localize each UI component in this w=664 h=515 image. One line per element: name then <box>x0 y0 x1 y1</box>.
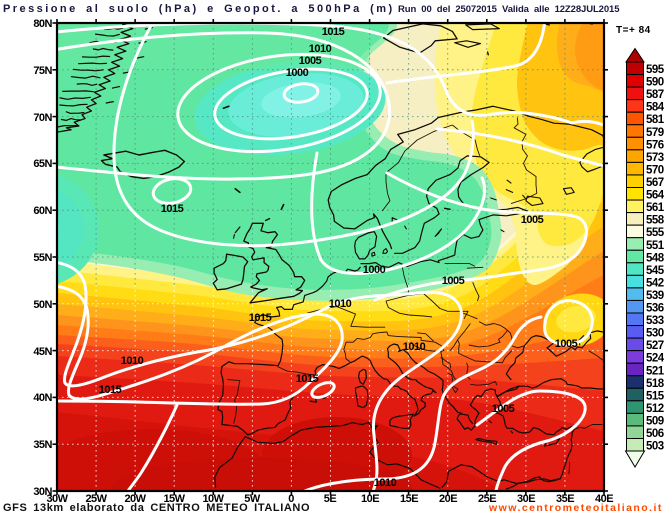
svg-text:35N: 35N <box>33 439 52 451</box>
svg-text:5E: 5E <box>324 493 337 505</box>
svg-text:521: 521 <box>646 365 664 377</box>
svg-text:587: 587 <box>646 89 664 101</box>
svg-text:0: 0 <box>288 493 294 505</box>
svg-text:1005: 1005 <box>492 403 515 415</box>
svg-text:1005: 1005 <box>521 214 544 226</box>
svg-text:579: 579 <box>646 127 664 139</box>
svg-text:1015: 1015 <box>322 26 345 38</box>
svg-text:595: 595 <box>646 64 664 76</box>
svg-text:Pressione al suolo (hPa) e Geo: Pressione al suolo (hPa) e Geopot. a 500… <box>3 3 395 15</box>
svg-text:1005: 1005 <box>442 275 465 287</box>
svg-text:530: 530 <box>646 328 664 340</box>
svg-text:55N: 55N <box>33 252 52 264</box>
svg-text:10E: 10E <box>361 493 379 505</box>
svg-text:T=+ 84: T=+ 84 <box>616 25 651 36</box>
svg-text:590: 590 <box>646 77 664 89</box>
svg-text:524: 524 <box>646 353 664 365</box>
svg-text:1000: 1000 <box>363 264 386 276</box>
svg-text:551: 551 <box>646 240 664 252</box>
svg-text:542: 542 <box>646 277 664 289</box>
svg-text:1000: 1000 <box>286 67 309 79</box>
svg-text:65N: 65N <box>33 158 52 170</box>
svg-text:45N: 45N <box>33 346 52 358</box>
svg-text:561: 561 <box>646 202 664 214</box>
svg-text:515: 515 <box>646 390 664 402</box>
svg-text:564: 564 <box>646 190 664 202</box>
svg-text:www.centrometeoitaliano.it: www.centrometeoitaliano.it <box>488 502 663 514</box>
svg-text:60N: 60N <box>33 205 52 217</box>
svg-text:576: 576 <box>646 139 664 151</box>
svg-text:1010: 1010 <box>121 355 144 367</box>
svg-text:1010: 1010 <box>309 43 332 55</box>
svg-text:539: 539 <box>646 290 664 302</box>
svg-text:1005: 1005 <box>299 55 322 67</box>
svg-text:558: 558 <box>646 215 664 227</box>
svg-text:581: 581 <box>646 114 664 126</box>
svg-text:545: 545 <box>646 265 664 277</box>
svg-text:10W: 10W <box>202 493 224 505</box>
svg-text:20W: 20W <box>124 493 146 505</box>
svg-text:40E: 40E <box>595 493 613 505</box>
svg-text:15W: 15W <box>163 493 185 505</box>
svg-text:570: 570 <box>646 165 664 177</box>
svg-text:30N: 30N <box>33 486 52 498</box>
svg-text:1015: 1015 <box>296 373 319 385</box>
svg-text:509: 509 <box>646 416 664 428</box>
svg-text:527: 527 <box>646 340 664 352</box>
svg-text:512: 512 <box>646 403 664 415</box>
svg-text:555: 555 <box>646 227 664 239</box>
svg-text:25E: 25E <box>478 493 496 505</box>
svg-text:35E: 35E <box>556 493 574 505</box>
svg-text:1010: 1010 <box>403 341 426 353</box>
svg-text:80N: 80N <box>33 18 52 30</box>
svg-text:15E: 15E <box>400 493 418 505</box>
svg-text:25W: 25W <box>85 493 107 505</box>
svg-text:573: 573 <box>646 152 664 164</box>
svg-text:GFS 13km elaborato da CENTRO M: GFS 13km elaborato da CENTRO METEO ITALI… <box>3 502 310 514</box>
svg-text:1015: 1015 <box>161 203 184 215</box>
svg-text:20E: 20E <box>439 493 457 505</box>
svg-text:5W: 5W <box>244 493 261 505</box>
svg-text:75N: 75N <box>33 65 52 77</box>
svg-text:536: 536 <box>646 303 664 315</box>
svg-text:1010: 1010 <box>374 477 397 489</box>
svg-text:1015: 1015 <box>249 312 272 324</box>
svg-text:30W: 30W <box>46 493 68 505</box>
svg-text:533: 533 <box>646 315 664 327</box>
svg-text:70N: 70N <box>33 112 52 124</box>
svg-text:567: 567 <box>646 177 664 189</box>
svg-text:518: 518 <box>646 378 664 390</box>
svg-text:506: 506 <box>646 428 664 440</box>
svg-text:1015: 1015 <box>99 384 122 396</box>
svg-text:1010: 1010 <box>329 298 352 310</box>
svg-text:503: 503 <box>646 441 664 453</box>
svg-text:50N: 50N <box>33 299 52 311</box>
svg-text:30E: 30E <box>517 493 535 505</box>
svg-text:548: 548 <box>646 252 664 264</box>
svg-text:584: 584 <box>646 102 664 114</box>
svg-text:Run 00 del 25072015 Valida all: Run 00 del 25072015 Valida alle 12Z28JUL… <box>398 4 620 15</box>
svg-text:1005: 1005 <box>555 338 578 350</box>
svg-text:40N: 40N <box>33 392 52 404</box>
